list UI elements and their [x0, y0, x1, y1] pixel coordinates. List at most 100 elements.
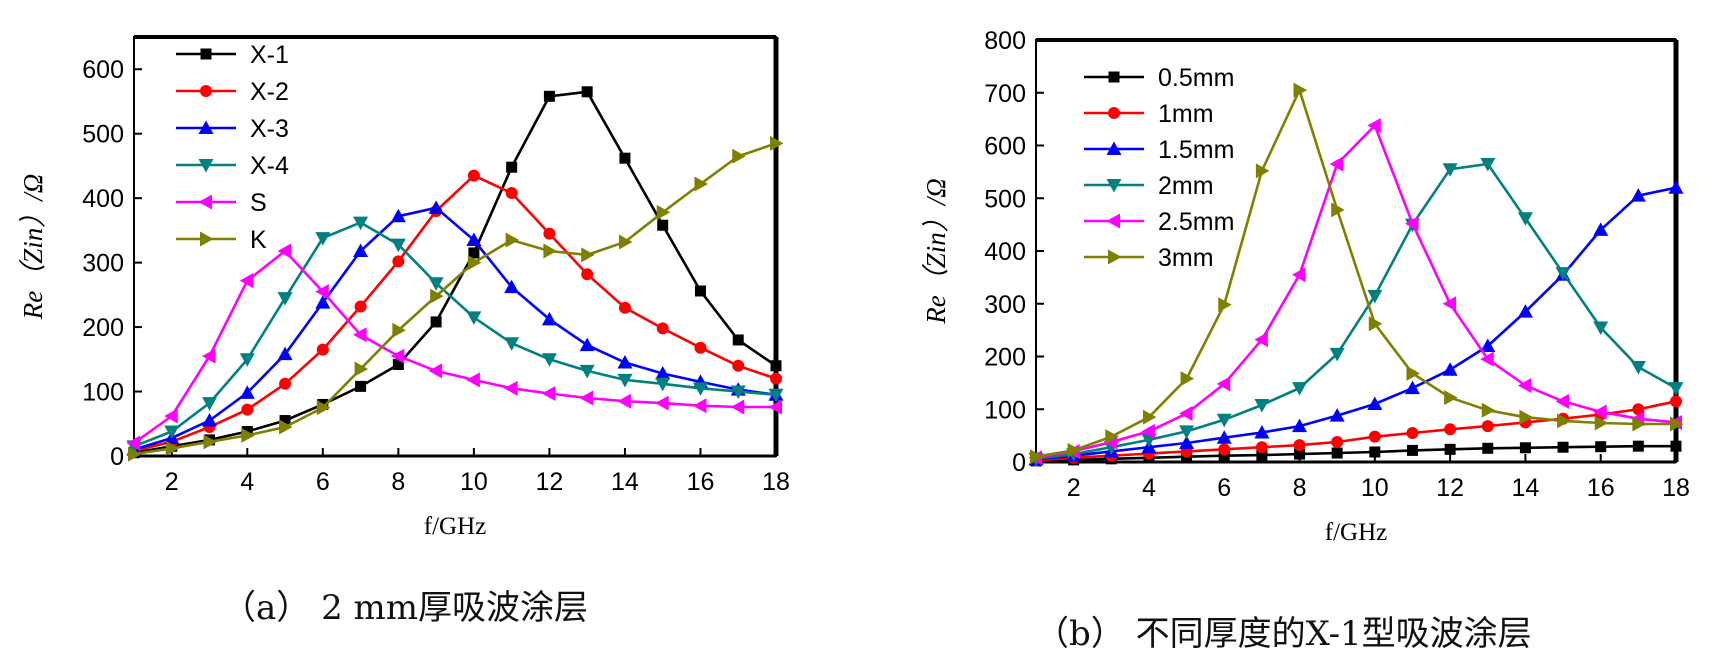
data-point [655, 365, 671, 380]
data-point [1442, 362, 1458, 376]
data-point [1255, 441, 1268, 454]
x-tick-label: 6 [1217, 474, 1231, 502]
data-point [390, 238, 406, 253]
data-point [1593, 404, 1607, 420]
legend: X-1 X-2 X-3 X-4 SK [176, 41, 289, 254]
data-point [656, 322, 669, 335]
data-point [579, 337, 595, 352]
data-point [618, 301, 631, 314]
data-point [1593, 321, 1609, 335]
data-point [430, 288, 444, 304]
chart-b: 2 4 6 8 10 12 14 16 18 0 100 200 300 400 500 600 700 800 f… [921, 27, 1690, 546]
data-point [1480, 157, 1496, 172]
data-point [279, 415, 291, 427]
data-point [1406, 444, 1418, 456]
legend-label: X-4 [250, 152, 289, 180]
data-point [1517, 212, 1533, 226]
x-tick-label: 4 [1142, 474, 1156, 502]
data-point [1406, 426, 1419, 439]
data-point [392, 358, 404, 370]
y-tick-label: 600 [82, 56, 124, 84]
data-point [353, 327, 367, 343]
data-point [353, 243, 369, 258]
series-line [133, 206, 777, 451]
x-tick-label: 18 [762, 468, 790, 496]
data-point [1293, 82, 1308, 98]
data-point [1480, 338, 1496, 352]
data-point [1369, 446, 1381, 458]
data-point [655, 395, 669, 411]
data-point [618, 234, 633, 250]
data-point [1517, 378, 1532, 394]
data-point [1179, 435, 1195, 450]
legend-marker [200, 231, 214, 247]
data-point [1444, 423, 1457, 436]
y-tick-label: 600 [984, 133, 1026, 161]
legend-label: 0.5mm [1158, 64, 1234, 92]
data-point [315, 232, 331, 246]
data-point [1442, 296, 1457, 312]
data-point [1404, 216, 1419, 232]
data-point [1329, 408, 1345, 422]
data-point [1329, 156, 1344, 172]
y-tick-label: 200 [82, 314, 124, 342]
data-point [770, 372, 782, 385]
series-2.5mm [1028, 117, 1682, 466]
data-point [732, 148, 746, 164]
y-tick-label: 300 [984, 291, 1026, 319]
data-point [732, 359, 745, 372]
legend-marker [1106, 213, 1120, 229]
data-point [1292, 418, 1308, 433]
series-X-2 [128, 169, 782, 457]
data-point [1444, 390, 1458, 406]
data-point [732, 334, 744, 346]
data-point [466, 311, 482, 325]
data-point [541, 311, 557, 326]
data-point [1254, 332, 1268, 348]
y-tick-label: 100 [984, 396, 1026, 424]
data-point [1329, 347, 1345, 362]
series-X-1 [128, 86, 782, 459]
data-point [1632, 416, 1646, 432]
data-point [543, 243, 557, 259]
data-point [1593, 222, 1609, 236]
x-tick-label: 16 [1587, 474, 1615, 502]
y-tick-label: 500 [82, 121, 124, 149]
data-point [316, 343, 329, 356]
y-axis-label: Re（Zin）/Ω [18, 174, 48, 321]
series-line [133, 221, 777, 448]
x-tick-label: 2 [1067, 474, 1081, 502]
legend-marker [1108, 107, 1120, 119]
series-X-4 [126, 216, 784, 454]
data-point [581, 86, 593, 98]
data-point [692, 382, 708, 396]
data-point [1331, 435, 1344, 448]
data-point [543, 227, 556, 240]
data-point [1630, 188, 1646, 202]
data-point [730, 399, 745, 415]
legend-label: 2.5mm [1158, 208, 1234, 236]
legend-label: X-3 [250, 115, 289, 143]
data-point [1331, 447, 1343, 459]
data-point [770, 360, 782, 372]
data-point [354, 361, 369, 377]
data-point [1367, 289, 1383, 304]
data-point [466, 232, 482, 247]
data-point [241, 403, 254, 416]
legend-marker [200, 85, 212, 97]
data-point [694, 285, 706, 297]
data-point [279, 419, 293, 435]
data-point [239, 273, 254, 289]
x-tick-label: 16 [687, 468, 715, 496]
data-point [504, 337, 520, 351]
data-point [202, 413, 218, 427]
data-point [428, 277, 444, 291]
x-tick-label: 18 [1662, 474, 1690, 502]
data-point [541, 385, 556, 401]
series-line [1035, 162, 1677, 461]
caption-a: （a） 2 mm厚吸波涂层 [222, 588, 588, 628]
data-point [506, 161, 518, 173]
legend-marker [1108, 71, 1120, 83]
data-point [1632, 440, 1644, 452]
